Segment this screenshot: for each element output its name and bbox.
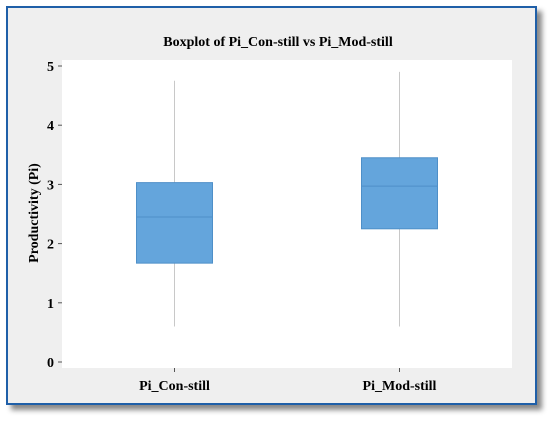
x-tick-label: Pi_Mod-still bbox=[363, 379, 437, 394]
plot-area bbox=[62, 60, 512, 368]
y-tick-label: 5 bbox=[47, 60, 54, 75]
x-tick-label: Pi_Con-still bbox=[139, 379, 210, 394]
x-axis: Pi_Con-still Pi_Mod-still bbox=[139, 368, 437, 394]
y-axis-label: Productivity (Pi) bbox=[27, 163, 42, 263]
box-series bbox=[136, 71, 438, 327]
y-tick-label: 3 bbox=[47, 178, 54, 193]
box-iqr bbox=[136, 182, 213, 264]
box-1 bbox=[361, 71, 438, 327]
box-0 bbox=[136, 80, 213, 327]
y-tick-label: 0 bbox=[47, 356, 54, 371]
box-iqr bbox=[361, 157, 438, 230]
y-tick-label: 1 bbox=[47, 297, 54, 312]
chart-title: Boxplot of Pi_Con-still vs Pi_Mod-still bbox=[163, 35, 393, 50]
y-tick-label: 4 bbox=[47, 119, 54, 134]
y-axis: 0 1 2 3 4 5 bbox=[47, 60, 62, 371]
y-tick-label: 2 bbox=[47, 238, 54, 253]
